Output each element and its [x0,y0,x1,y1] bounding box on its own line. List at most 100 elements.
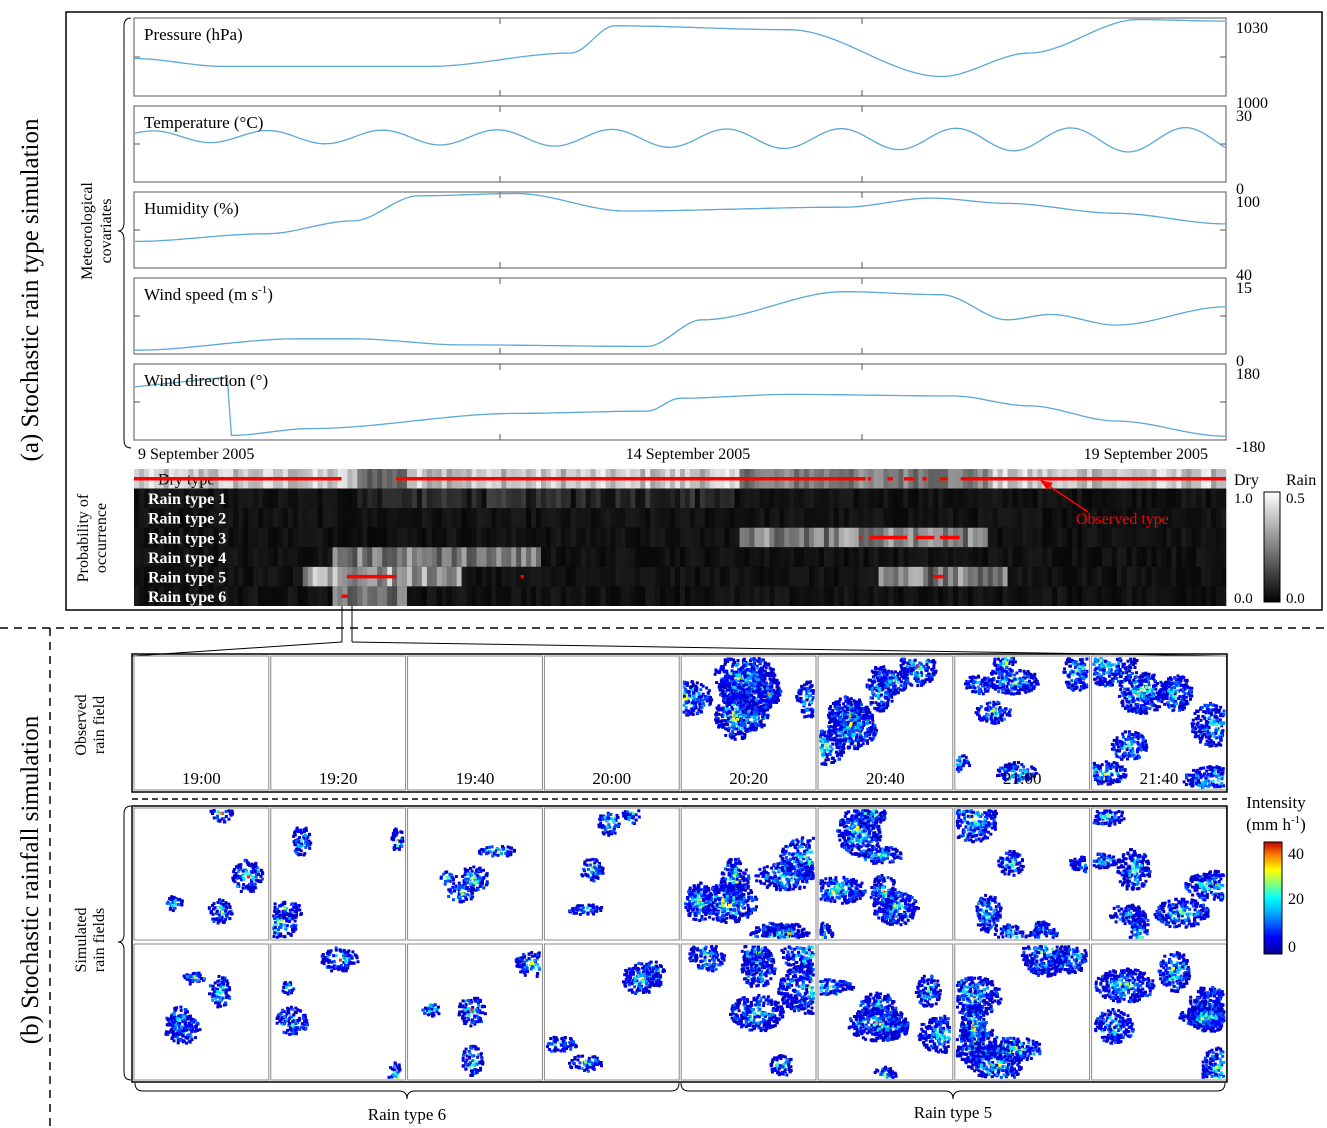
heatmap-cell [263,566,269,587]
rain-pixel [735,679,739,683]
heatmap-cell [516,488,522,509]
heatmap-cell [1012,508,1018,528]
rain-pixel [805,688,809,692]
rain-pixel [829,725,833,729]
heatmap-cell [1077,527,1083,548]
rain-pixel [901,659,905,663]
heatmap-cell [183,547,189,567]
heatmap-cell [138,586,145,606]
rain-pixel [998,682,1002,686]
heatmap-cell [272,547,279,567]
heatmap-cell [466,566,472,587]
heatmap-cell [853,508,859,528]
wind-speed-label: Wind speed (m s-1) [144,284,273,304]
heatmap-cell [1141,547,1147,567]
rain-pixel [723,698,727,702]
rain-pixel [1123,768,1127,772]
rain-pixel [872,693,876,697]
rain-pixel [994,716,997,720]
heatmap-cell [392,508,398,528]
heatmap-cell [744,508,750,528]
heatmap-cell [759,566,765,587]
heatmap-cell [486,566,492,587]
rain-pixel [730,724,734,728]
observed-field-label-2: rain field [91,696,108,754]
rain-pixel [807,714,811,718]
date-label-end: 19 September 2005 [1084,446,1208,463]
heatmap-cell [1126,488,1132,509]
heatmap-cell [1141,527,1147,548]
rain-pixel [800,686,804,690]
rain-pixel [692,684,696,688]
rain-pixel [1138,691,1142,695]
heatmap-cell [918,547,924,567]
rain-pixel [717,685,721,689]
heatmap-cell [481,508,487,528]
heatmap-cell [749,488,755,509]
rain-pixel [981,692,985,696]
heatmap-cell [883,566,889,587]
rain-pixel [894,670,898,674]
rain-pixel [890,695,894,699]
heatmap-cell [680,508,686,528]
heatmap-cell [814,527,820,548]
heatmap-cell [704,508,711,528]
rain-pixel [750,728,754,732]
heatmap-cell [268,547,274,567]
heatmap-cell [1042,566,1048,587]
heatmap-cell [541,527,547,548]
rain-pixel [1148,677,1152,680]
heatmap-cell [1136,586,1142,606]
heatmap-cell [967,547,974,567]
rain-pixel [753,720,757,723]
rain-pixel [720,691,724,695]
heatmap-cell [704,488,711,509]
rain-pixel [735,695,739,699]
heatmap-cell [967,508,974,528]
rain-pixel [721,722,725,726]
rain-pixel [870,701,874,705]
rain-pixel [736,688,740,691]
rain-pixel [865,722,869,726]
heatmap-cell [402,566,408,587]
rain-pixel [1079,662,1083,666]
heatmap-cell [158,586,165,606]
heatmap-cell [873,469,879,489]
heatmap-cell [1002,586,1008,606]
heatmap-cell [933,469,939,489]
heatmap-cell [1206,527,1212,548]
rain-pixel [687,713,691,716]
heatmap-cell [948,508,954,528]
heatmap-cell [754,508,760,528]
rain-pixel [884,690,888,694]
rain-pixel [871,681,875,685]
rain-pixel [848,724,852,728]
rain-pixel [778,693,782,697]
heatmap-cell [138,547,145,567]
rain-pixel [730,705,734,709]
heatmap-cell [248,508,254,528]
heatmap-cell [148,527,155,548]
type-label-5: Rain type 5 [148,569,226,586]
rain-pixel [968,685,972,689]
heatmap-cell [943,586,949,606]
heatmap-cell [258,527,264,548]
heatmap-cell [699,508,706,528]
rain-pixel [886,703,890,707]
heatmap-cell [188,566,194,587]
heatmap-cell [1027,586,1033,606]
rain-pixel [752,703,756,707]
heatmap-cell [263,586,269,606]
heatmap-cell [163,508,170,528]
heatmap-cell [665,488,671,509]
heatmap-cell [689,566,696,587]
rain-pixel [877,697,881,700]
rain-pixel [693,688,697,692]
heatmap-cell [545,508,552,528]
heatmap-cell [953,469,959,489]
heatmap-cell [1181,508,1187,528]
rain-pixel [1119,688,1123,691]
rain-pixel [691,682,695,686]
probability-label-1: Probability of [75,493,92,582]
